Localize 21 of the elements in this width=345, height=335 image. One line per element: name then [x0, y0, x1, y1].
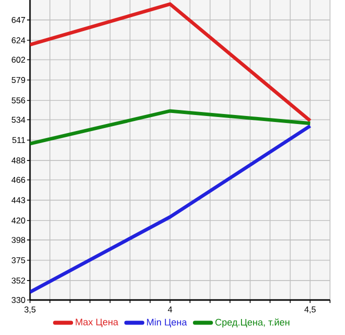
y-tick-label: 488: [12, 157, 26, 164]
x-tick-label: 3,5: [24, 306, 36, 314]
y-tick-label: 352: [12, 278, 26, 284]
x-tick-label: 4: [168, 306, 172, 312]
y-tick-label: 534: [12, 116, 26, 123]
y-tick-label: 624: [12, 37, 26, 44]
y-tick-label: 466: [12, 176, 26, 183]
y-tick-label: 375: [12, 257, 26, 264]
x-tick-label: 4,5: [304, 306, 316, 314]
y-tick-label: 443: [12, 197, 26, 204]
legend-label: Min Цена: [147, 318, 187, 328]
legend-label: Сред.Цена, т.йен: [215, 318, 290, 328]
y-tick-label: 556: [12, 97, 26, 104]
y-tick-label: 511: [12, 137, 26, 144]
y-tick-label: 398: [12, 236, 26, 243]
y-tick-label: 420: [12, 218, 26, 224]
y-tick-label: 602: [12, 56, 26, 63]
legend-label: Max Цена: [76, 318, 118, 328]
y-tick-label: 330: [12, 297, 26, 303]
y-tick-label: 579: [12, 77, 26, 84]
y-tick-label: 647: [12, 16, 26, 23]
